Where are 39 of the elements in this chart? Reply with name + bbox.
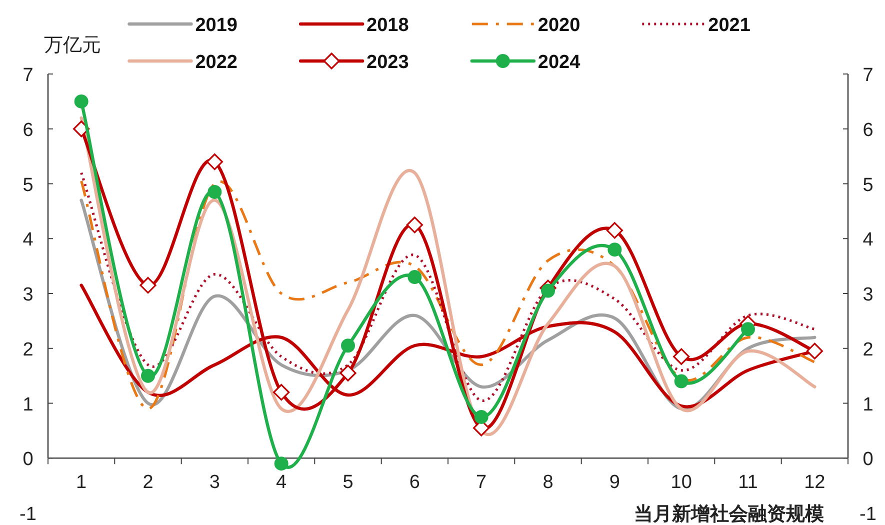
x-tick-label: 7	[476, 472, 487, 494]
x-tick-label: 10	[670, 472, 692, 494]
x-tick-label: 1	[76, 472, 87, 494]
y2-tick-label: -1	[860, 504, 876, 525]
y-axis-title: 万亿元	[44, 35, 101, 56]
y-tick-label: 6	[22, 120, 34, 141]
y-tick-label: 5	[22, 174, 34, 196]
x-axis-title: 当月新增社会融资规模	[634, 503, 824, 525]
legend-label: 2018	[366, 15, 409, 36]
legend-label: 2021	[708, 15, 751, 36]
y2-tick-label: 1	[862, 394, 874, 416]
x-tick-label: 9	[609, 472, 620, 494]
legend-label: 2024	[538, 52, 581, 73]
y2-tick-label: 7	[862, 65, 874, 86]
x-tick-label: 12	[804, 472, 826, 494]
x-tick-label: 11	[738, 472, 758, 494]
legend-label: 2020	[538, 15, 580, 36]
y-tick-label: 0	[22, 449, 34, 470]
y2-tick-label: 3	[862, 284, 874, 306]
y-tick-label: 7	[22, 65, 34, 86]
x-tick-label: 8	[542, 472, 554, 494]
legend-label: 2019	[195, 15, 238, 36]
y-tick-label: 2	[22, 339, 34, 360]
x-tick-label: 3	[209, 472, 220, 494]
y-tick-label: 1	[22, 394, 34, 416]
x-tick-label: 6	[409, 472, 420, 494]
y-tick-label: -1	[20, 504, 36, 525]
y2-tick-label: 2	[862, 339, 874, 360]
y2-tick-label: 4	[862, 230, 874, 251]
x-tick-label: 4	[276, 472, 288, 494]
y2-tick-label: 6	[862, 120, 874, 141]
x-tick-label: 2	[142, 472, 154, 494]
y-tick-label: 3	[22, 284, 34, 306]
y2-tick-label: 5	[862, 174, 874, 196]
legend-label: 2023	[366, 52, 409, 73]
y-tick-label: 4	[22, 230, 34, 251]
legend-label: 2022	[195, 52, 238, 73]
x-tick-label: 5	[342, 472, 354, 494]
y2-tick-label: 0	[862, 449, 874, 470]
